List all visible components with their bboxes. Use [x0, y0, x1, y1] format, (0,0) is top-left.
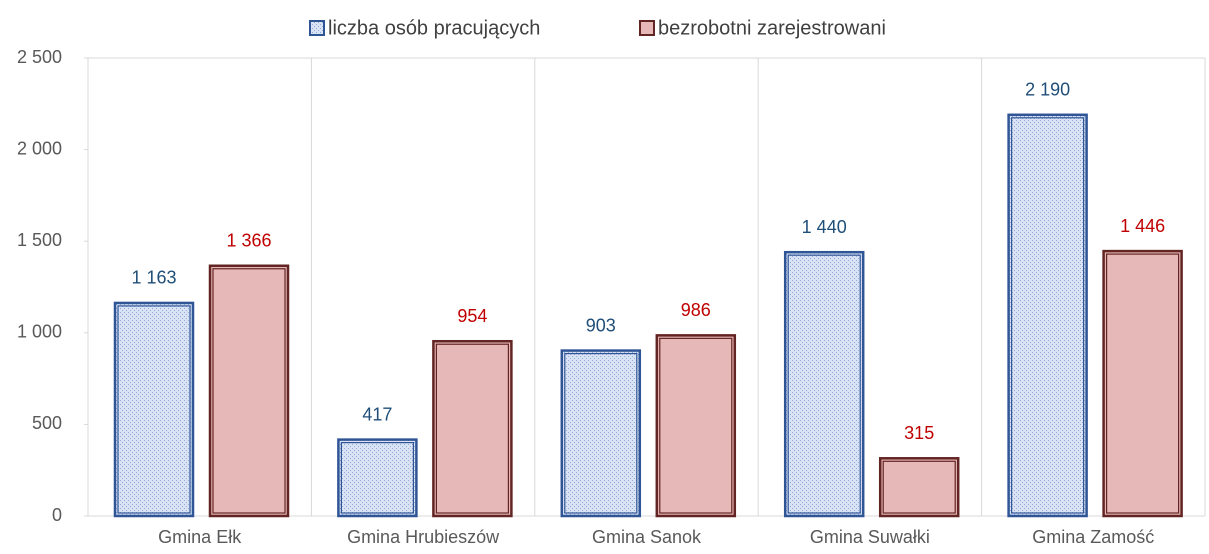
x-tick-label: Gmina Zamość — [1032, 527, 1154, 547]
data-label: 1 163 — [131, 268, 176, 288]
y-tick-label: 2 500 — [17, 47, 62, 67]
bar-inner-border — [882, 460, 956, 514]
legend-label: bezrobotni zarejestrowani — [658, 17, 886, 39]
data-label: 2 190 — [1025, 80, 1070, 100]
data-label: 315 — [904, 423, 934, 443]
bar-inner-border — [212, 268, 286, 514]
bar-inner-border — [564, 352, 638, 514]
bar — [1102, 249, 1183, 518]
data-label: 986 — [681, 300, 711, 320]
legend-label: liczba osób pracujących — [328, 17, 540, 39]
y-tick-label: 0 — [52, 505, 62, 525]
data-label: 1 366 — [226, 230, 271, 250]
bar-inner-border — [340, 442, 414, 514]
bar-inner-border — [435, 343, 509, 514]
y-tick-label: 1 000 — [17, 322, 62, 342]
bar — [655, 334, 737, 518]
x-tick-label: Gmina Sanok — [592, 527, 702, 547]
bar — [878, 457, 960, 518]
bar — [432, 339, 513, 518]
x-tick-label: Gmina Hrubieszów — [347, 527, 500, 547]
y-tick-label: 1 500 — [17, 230, 62, 250]
y-tick-label: 500 — [32, 413, 62, 433]
legend-swatch — [639, 20, 655, 36]
data-label: 954 — [457, 306, 487, 326]
bar-inner-border — [1105, 253, 1180, 514]
bar — [783, 250, 865, 518]
bar-inner-border — [787, 254, 861, 514]
y-tick-label: 2 000 — [17, 138, 62, 158]
data-label: 1 440 — [802, 217, 847, 237]
bar — [113, 301, 195, 518]
bar — [208, 264, 290, 518]
data-label: 1 446 — [1120, 216, 1165, 236]
data-label: 903 — [586, 315, 616, 335]
x-tick-label: Gmina Ełk — [158, 527, 242, 547]
bar — [337, 438, 418, 518]
bar-inner-border — [1010, 117, 1085, 514]
bar — [560, 349, 642, 518]
data-label: 417 — [362, 404, 392, 424]
bar — [1007, 113, 1088, 518]
bar-inner-border — [659, 337, 733, 514]
x-tick-label: Gmina Suwałki — [810, 527, 930, 547]
bar-inner-border — [117, 305, 191, 514]
legend-swatch — [309, 20, 325, 36]
